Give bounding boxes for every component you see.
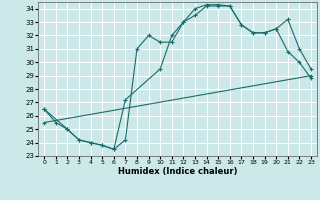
X-axis label: Humidex (Indice chaleur): Humidex (Indice chaleur)	[118, 167, 237, 176]
